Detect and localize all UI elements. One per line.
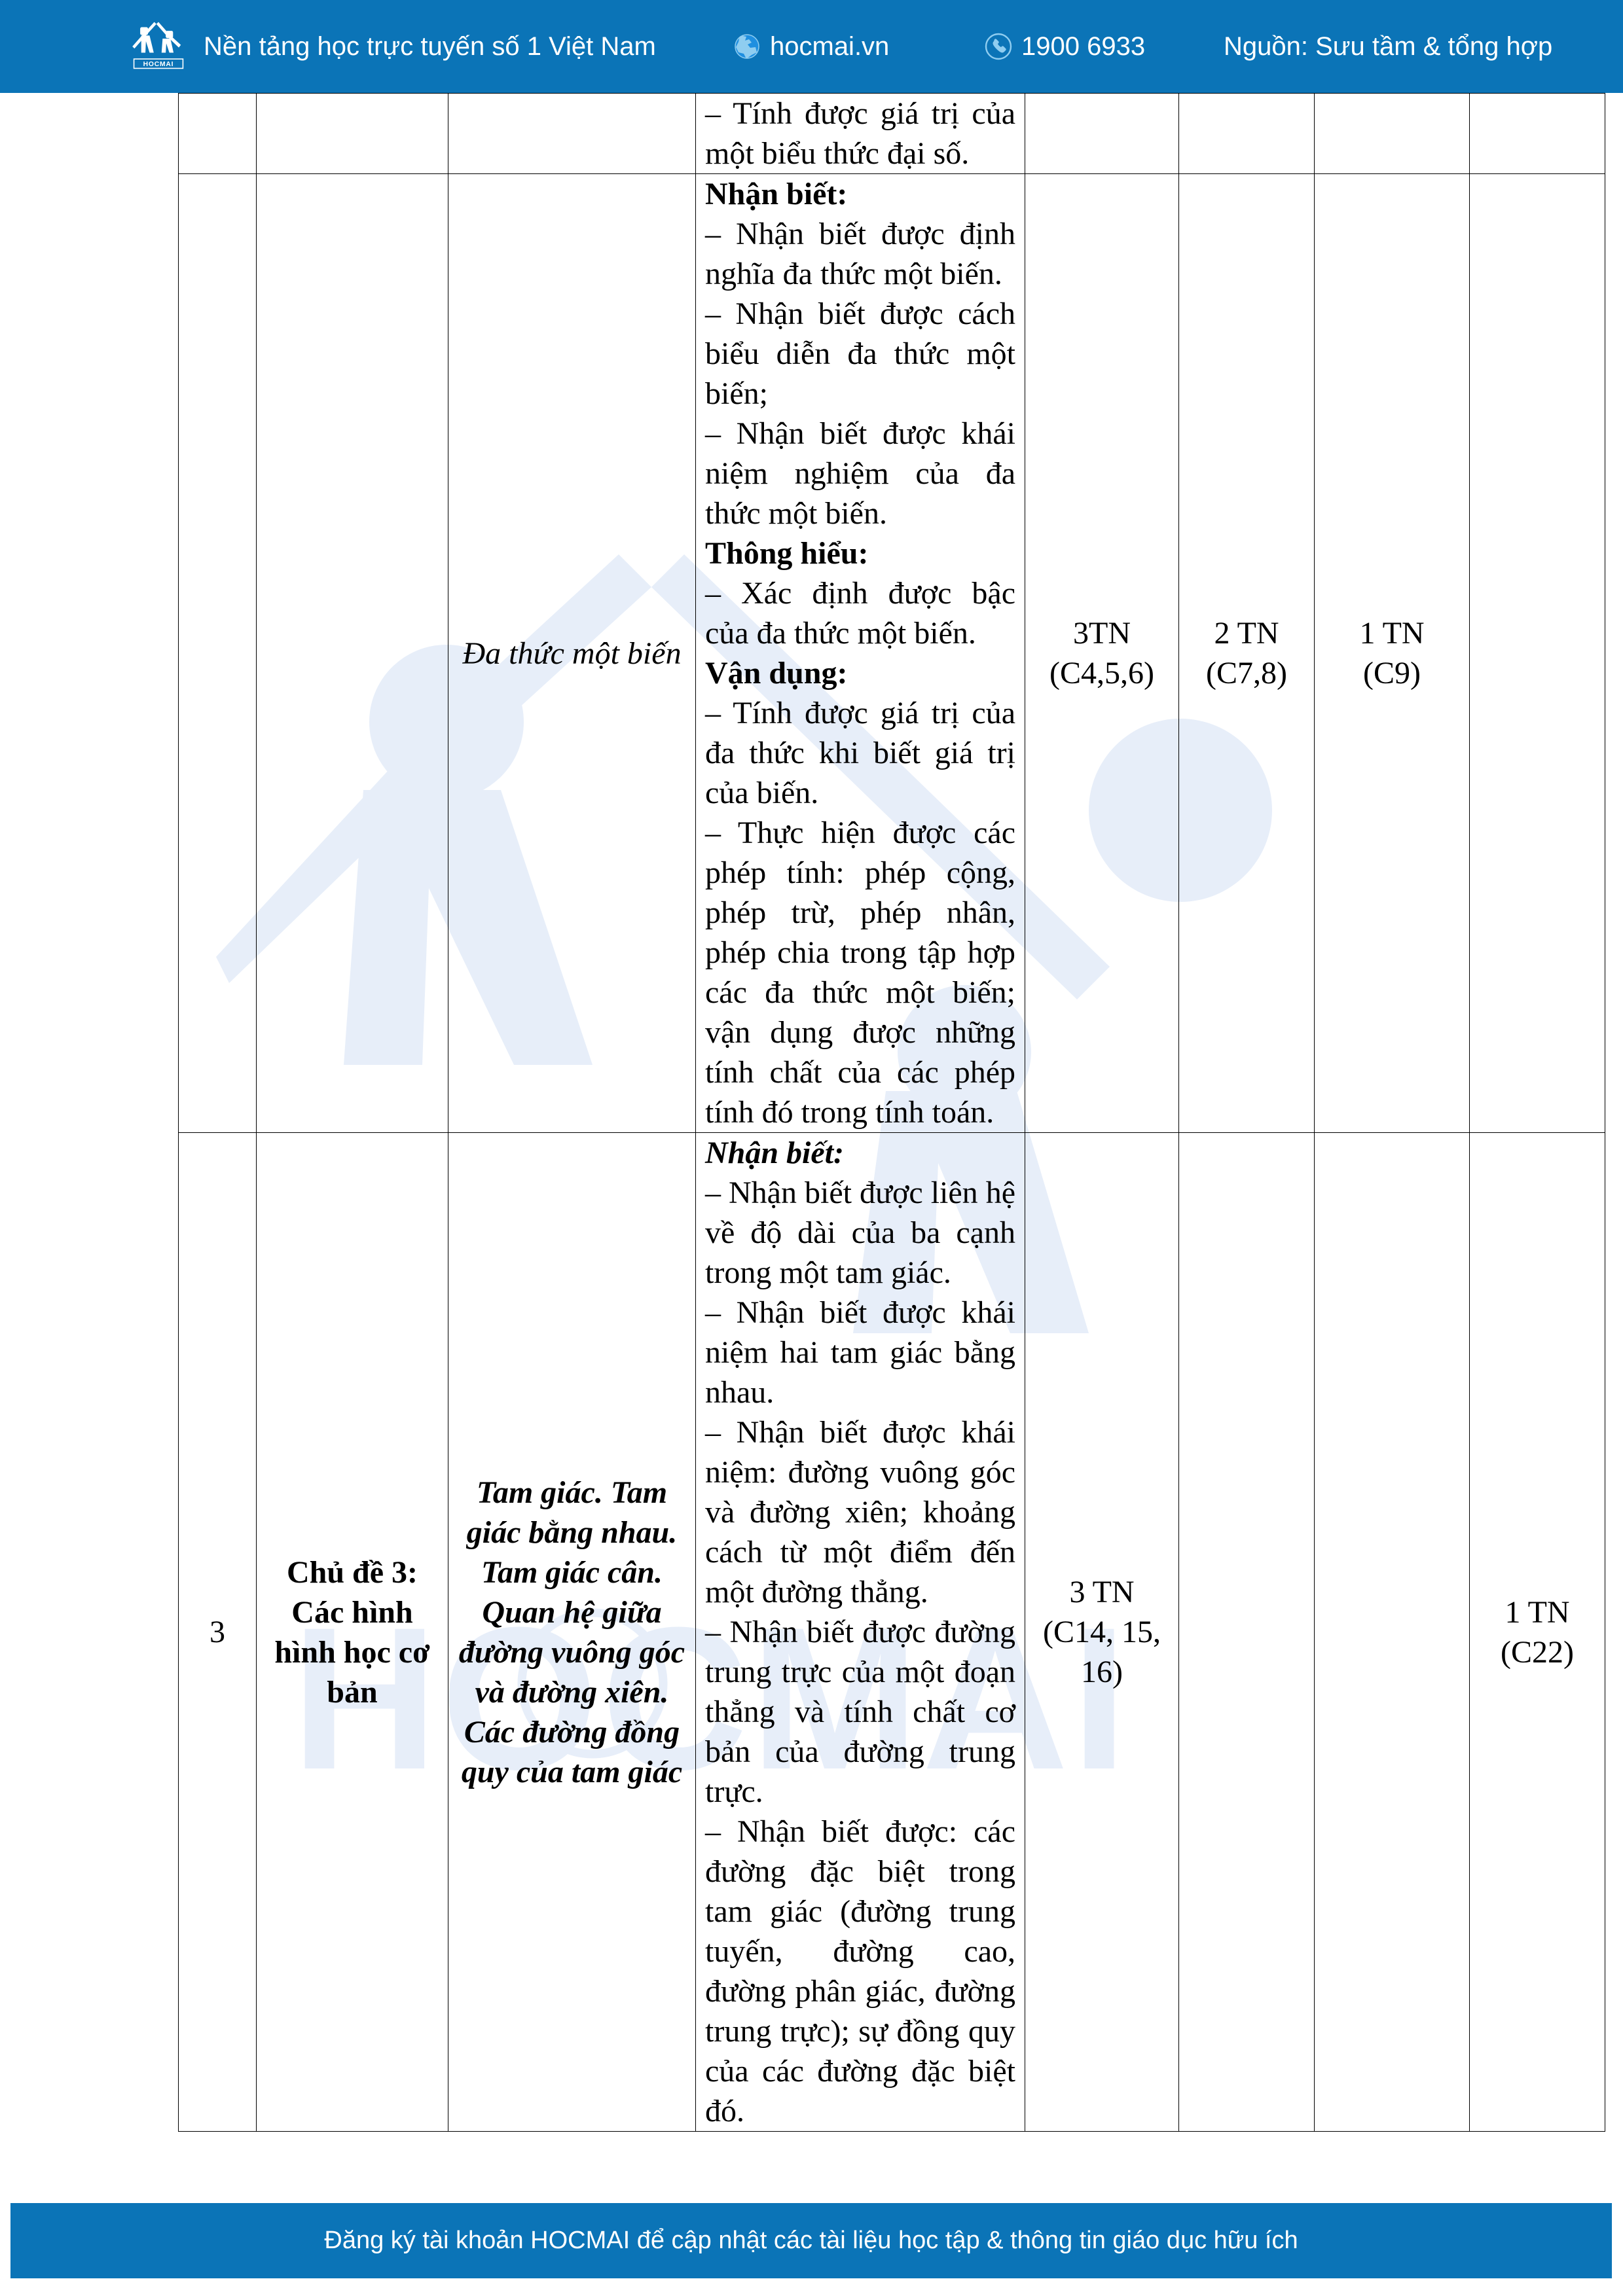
svg-text:HOCMAI: HOCMAI xyxy=(143,61,174,68)
